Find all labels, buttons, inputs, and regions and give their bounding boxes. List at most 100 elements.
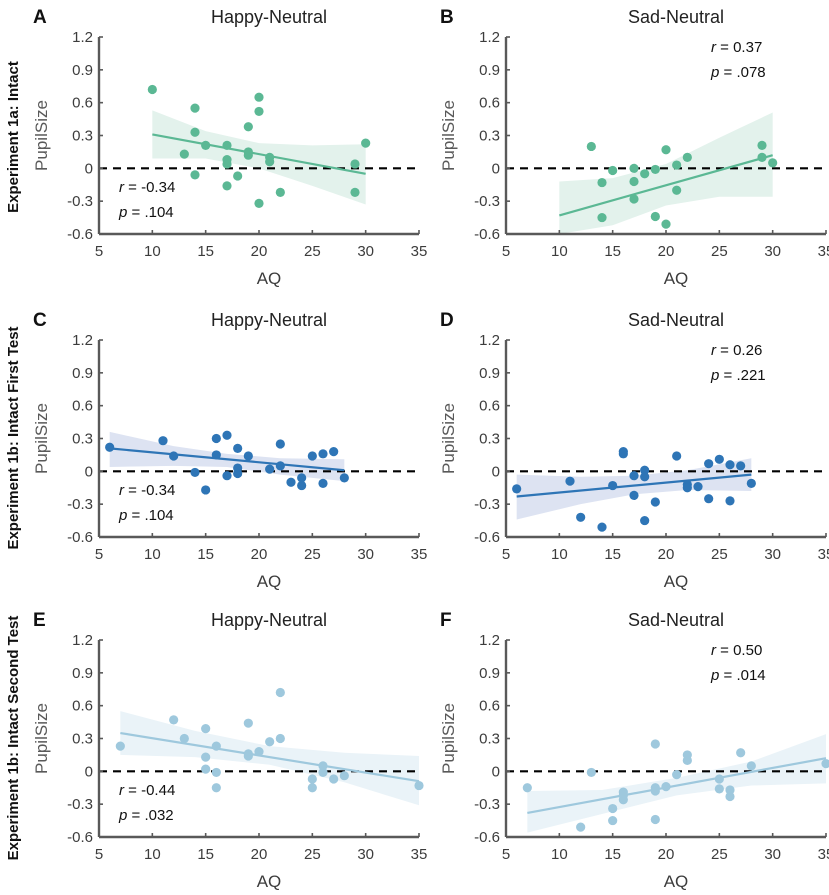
panel-letter: A — [33, 7, 47, 28]
data-point — [618, 449, 628, 459]
y-tick-label: 0 — [85, 160, 93, 177]
data-point — [693, 482, 703, 492]
x-tick-label: 20 — [251, 846, 268, 863]
data-point — [105, 442, 115, 452]
x-tick-label: 25 — [711, 546, 728, 563]
row-label-3: Experiment 1b: Intact Second Test — [5, 616, 22, 861]
data-point — [704, 494, 714, 504]
data-point — [275, 461, 285, 471]
x-tick-label: 35 — [818, 243, 829, 260]
y-tick-label: 0.6 — [479, 698, 500, 715]
data-point — [222, 471, 232, 481]
data-point — [265, 737, 275, 747]
y-tick-label: 0.3 — [72, 731, 93, 748]
y-axis-title: PupilSize — [439, 100, 458, 171]
x-tick-label: 20 — [658, 846, 675, 863]
data-point — [736, 461, 746, 471]
stat-r-value: = -0.34 — [124, 179, 175, 196]
data-point — [629, 163, 639, 173]
y-tick-label: -0.6 — [67, 226, 93, 243]
data-point — [586, 767, 596, 778]
data-point — [243, 122, 253, 132]
y-axis-title: PupilSize — [439, 703, 458, 774]
data-point — [318, 478, 328, 488]
y-tick-label: 0.9 — [72, 665, 93, 682]
panel-letter: C — [33, 310, 47, 331]
stat-r-value: = 0.37 — [716, 39, 762, 56]
data-point — [757, 140, 767, 150]
y-tick-label: 0.3 — [479, 731, 500, 748]
data-point — [233, 171, 243, 181]
data-point — [275, 439, 285, 449]
x-tick-label: 35 — [411, 846, 428, 863]
x-tick-label: 35 — [818, 846, 829, 863]
regression-line — [527, 757, 827, 815]
data-point — [650, 814, 660, 825]
y-tick-label: 0.3 — [72, 128, 93, 145]
data-point — [275, 733, 285, 744]
data-point — [179, 149, 189, 159]
stat-r: r = -0.34 — [119, 179, 175, 196]
stat-p-symbol: p — [710, 667, 719, 684]
y-tick-label: 0.9 — [479, 62, 500, 79]
data-point — [672, 451, 682, 461]
data-point — [629, 176, 639, 187]
data-point — [297, 473, 307, 483]
data-point — [661, 145, 671, 155]
y-axis-title: PupilSize — [32, 100, 51, 171]
data-point — [640, 169, 650, 179]
stat-r: r = 0.50 — [711, 642, 762, 659]
data-point — [307, 451, 317, 461]
stat-p-value: = .104 — [127, 204, 173, 221]
x-tick-label: 35 — [411, 546, 428, 563]
x-axis-title: AQ — [664, 269, 689, 288]
x-tick-label: 15 — [604, 546, 621, 563]
x-tick-label: 25 — [304, 243, 321, 260]
data-point — [211, 741, 221, 751]
x-tick-label: 20 — [658, 546, 675, 563]
panel-title: Sad-Neutral — [628, 7, 724, 27]
stat-p-symbol: p — [710, 64, 719, 81]
data-point — [768, 158, 778, 168]
y-tick-label: 0.9 — [72, 62, 93, 79]
panel-c: C Happy-Neutral 5 10 15 20 25 30 35 -0.6 -0.3 0 0.3 0… — [32, 310, 427, 591]
stat-p: p = .014 — [710, 667, 766, 684]
data-point — [640, 515, 650, 526]
data-point — [243, 718, 253, 728]
data-point — [704, 459, 714, 469]
regression-line — [120, 731, 420, 783]
data-point — [329, 447, 339, 457]
data-point — [576, 822, 586, 832]
regression-line — [516, 473, 752, 498]
data-point — [640, 465, 650, 475]
data-point — [629, 471, 639, 481]
x-tick-label: 5 — [502, 546, 510, 563]
data-point — [597, 212, 607, 223]
panel-letter: F — [440, 610, 452, 631]
row-label-1: Experiment 1a: Intact — [5, 61, 22, 213]
data-point — [318, 449, 328, 459]
x-tick-label: 30 — [764, 546, 781, 563]
row-label-2: Experiment 1b: Intact First Test — [5, 326, 22, 549]
data-point — [339, 473, 349, 483]
stat-r-symbol: r — [119, 782, 125, 799]
x-tick-label: 10 — [551, 243, 568, 260]
data-point — [597, 522, 607, 532]
x-tick-label: 5 — [502, 243, 510, 260]
data-point — [650, 497, 660, 507]
data-point — [254, 106, 264, 117]
data-point — [597, 177, 607, 188]
y-tick-label: 0 — [85, 463, 93, 480]
stat-r-symbol: r — [711, 39, 717, 56]
y-tick-label: 0.3 — [479, 431, 500, 448]
y-tick-label: 0.6 — [72, 95, 93, 112]
stat-r-symbol: r — [119, 179, 125, 196]
panel-a: A Happy-Neutral 5 10 15 20 25 30 35 -0.6 -0.3 0 0.3 0… — [32, 7, 427, 288]
data-point — [169, 451, 179, 461]
panel-e: E Happy-Neutral 5 10 15 20 25 30 35 -0.6 -0.3 0 0.3 0… — [32, 610, 427, 891]
x-tick-label: 15 — [197, 243, 214, 260]
confidence-band — [559, 112, 773, 234]
stat-p-symbol: p — [118, 807, 127, 824]
y-tick-label: 0 — [492, 763, 500, 780]
data-point — [158, 436, 168, 446]
